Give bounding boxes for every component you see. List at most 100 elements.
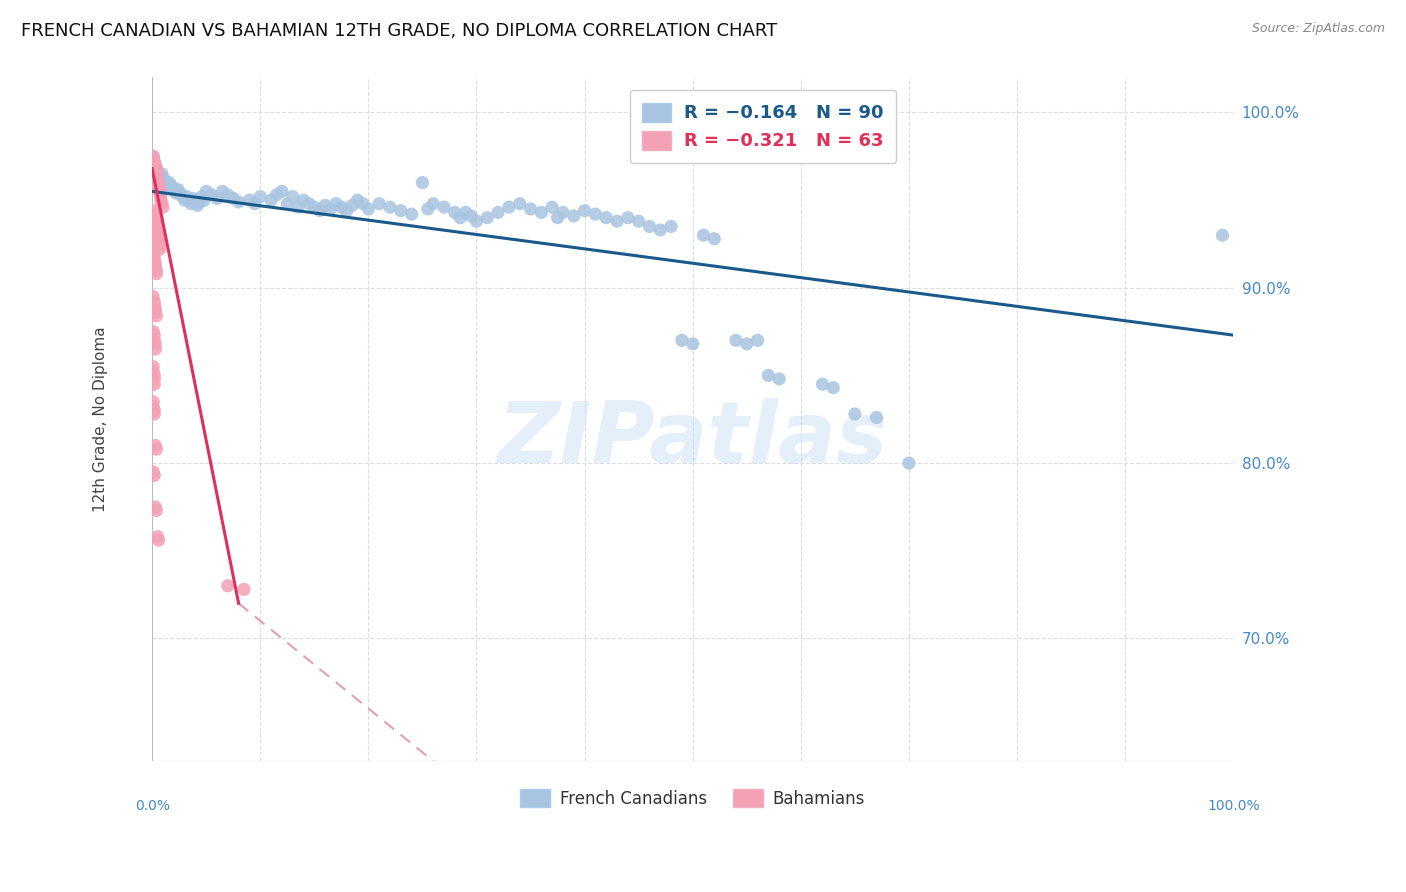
Point — [671, 334, 693, 348]
Point — [163, 183, 186, 197]
Point — [308, 203, 330, 218]
Point — [595, 211, 617, 225]
Point — [724, 334, 747, 348]
Point — [142, 465, 165, 479]
Point — [148, 176, 170, 190]
Point — [149, 176, 172, 190]
Point — [143, 368, 166, 383]
Point — [172, 189, 194, 203]
Point — [176, 189, 198, 203]
Point — [266, 187, 288, 202]
Point — [433, 200, 456, 214]
Point — [703, 232, 725, 246]
Point — [145, 256, 167, 270]
Point — [146, 165, 169, 179]
Point — [509, 196, 531, 211]
Point — [150, 196, 173, 211]
Point — [449, 211, 471, 225]
Point — [160, 179, 183, 194]
Point — [143, 328, 166, 343]
Point — [145, 267, 167, 281]
Point — [638, 219, 661, 234]
Point — [357, 202, 380, 216]
Point — [287, 200, 309, 214]
Point — [292, 193, 315, 207]
Point — [173, 193, 195, 207]
Point — [150, 167, 173, 181]
Point — [222, 191, 245, 205]
Point — [143, 334, 166, 348]
Point — [146, 228, 169, 243]
Point — [152, 170, 174, 185]
Point — [352, 196, 374, 211]
Point — [627, 214, 650, 228]
Point — [401, 207, 423, 221]
Point — [142, 149, 165, 163]
Point — [142, 359, 165, 374]
Point — [211, 185, 233, 199]
Point — [304, 200, 326, 214]
Point — [157, 181, 180, 195]
Point — [145, 211, 167, 225]
Point — [145, 500, 167, 514]
Point — [217, 579, 239, 593]
Point — [143, 154, 166, 169]
Point — [865, 410, 887, 425]
Point — [617, 211, 640, 225]
Point — [346, 193, 368, 207]
Point — [142, 289, 165, 303]
Text: FRENCH CANADIAN VS BAHAMIAN 12TH GRADE, NO DIPLOMA CORRELATION CHART: FRENCH CANADIAN VS BAHAMIAN 12TH GRADE, … — [21, 22, 778, 40]
Point — [477, 211, 499, 225]
Point — [145, 158, 167, 172]
Point — [149, 193, 172, 207]
Point — [145, 214, 167, 228]
Point — [186, 198, 208, 212]
Point — [145, 158, 167, 172]
Point — [233, 582, 256, 597]
Point — [165, 186, 187, 201]
Point — [145, 337, 167, 351]
Point — [205, 191, 228, 205]
Point — [260, 193, 283, 207]
Point — [325, 196, 347, 211]
Point — [146, 172, 169, 186]
Point — [228, 194, 250, 209]
Point — [145, 263, 167, 277]
Point — [145, 260, 167, 274]
Point — [336, 203, 359, 218]
Point — [180, 196, 202, 211]
Point — [460, 209, 482, 223]
Point — [823, 381, 845, 395]
Point — [650, 223, 672, 237]
Point — [142, 394, 165, 409]
Point — [188, 194, 211, 209]
Point — [319, 202, 342, 216]
Point — [530, 205, 553, 219]
Point — [270, 185, 292, 199]
Point — [1211, 228, 1233, 243]
Point — [148, 533, 170, 548]
Text: ZIPatlas: ZIPatlas — [498, 398, 887, 482]
Point — [143, 294, 166, 309]
Point — [191, 189, 214, 203]
Point — [145, 438, 167, 452]
Point — [149, 183, 172, 197]
Point — [143, 407, 166, 421]
Point — [143, 372, 166, 386]
Point — [145, 161, 167, 176]
Point — [340, 198, 363, 212]
Point — [444, 205, 467, 219]
Point — [368, 196, 391, 211]
Point — [547, 211, 569, 225]
Point — [146, 167, 169, 181]
Point — [143, 403, 166, 417]
Point — [574, 203, 596, 218]
Point — [142, 325, 165, 339]
Point — [181, 191, 204, 205]
Point — [606, 214, 628, 228]
Point — [145, 161, 167, 176]
Point — [142, 365, 165, 379]
Text: 0.0%: 0.0% — [135, 798, 170, 813]
Point — [149, 186, 172, 201]
Point — [145, 503, 167, 517]
